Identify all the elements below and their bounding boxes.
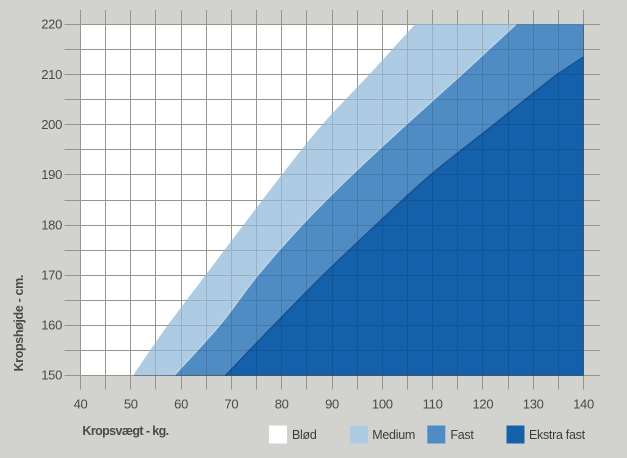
- svg-text:90: 90: [325, 396, 339, 411]
- svg-text:140: 140: [573, 396, 594, 411]
- svg-text:Fast: Fast: [450, 428, 474, 442]
- svg-text:150: 150: [41, 368, 62, 383]
- svg-text:160: 160: [41, 318, 62, 333]
- svg-text:Medium: Medium: [372, 428, 415, 442]
- svg-text:50: 50: [124, 396, 138, 411]
- svg-text:190: 190: [41, 167, 62, 182]
- svg-text:40: 40: [74, 396, 88, 411]
- svg-text:Blød: Blød: [292, 428, 317, 442]
- svg-text:70: 70: [224, 396, 238, 411]
- svg-text:60: 60: [174, 396, 188, 411]
- svg-text:80: 80: [275, 396, 289, 411]
- svg-text:Kropsvægt - kg.: Kropsvægt - kg.: [82, 424, 168, 438]
- svg-text:220: 220: [41, 17, 62, 32]
- svg-text:180: 180: [41, 217, 62, 232]
- svg-text:210: 210: [41, 67, 62, 82]
- svg-text:Kropshøjde - cm.: Kropshøjde - cm.: [12, 275, 26, 372]
- svg-text:130: 130: [523, 396, 544, 411]
- svg-text:170: 170: [41, 267, 62, 282]
- svg-text:100: 100: [372, 396, 393, 411]
- svg-text:200: 200: [41, 117, 62, 132]
- svg-text:110: 110: [423, 396, 443, 411]
- svg-text:120: 120: [473, 396, 494, 411]
- svg-text:Ekstra fast: Ekstra fast: [529, 428, 586, 442]
